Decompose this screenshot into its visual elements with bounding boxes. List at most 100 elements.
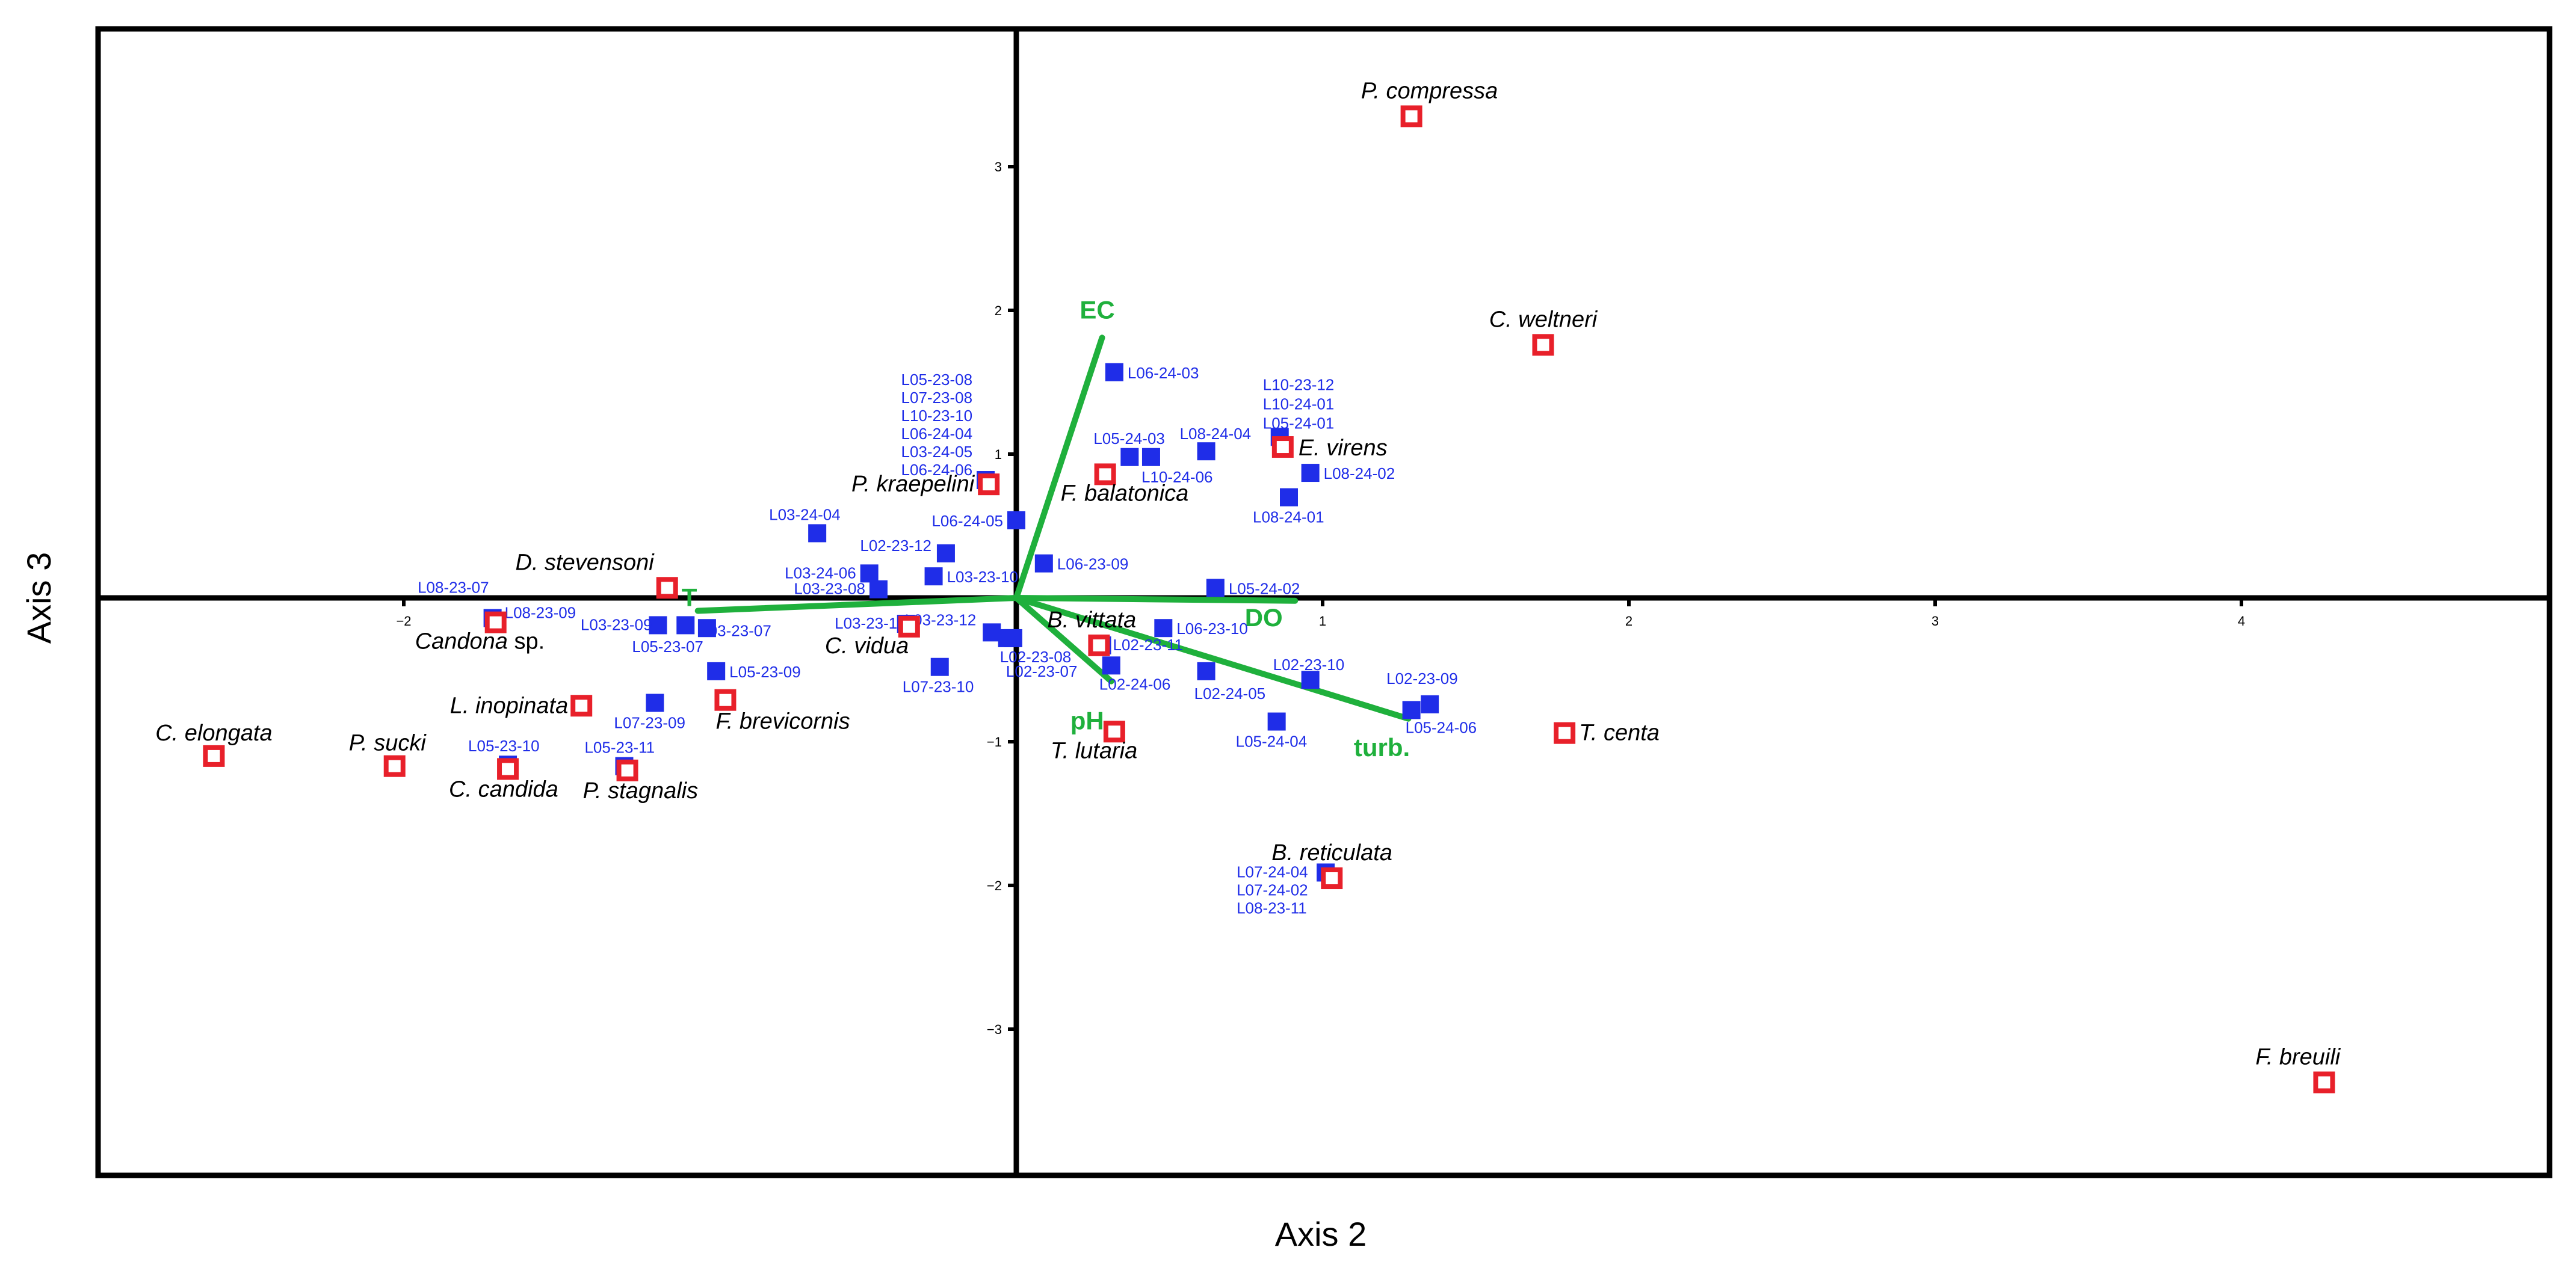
sample-marker [924, 567, 943, 586]
sample-marker [1034, 554, 1053, 573]
species-marker [570, 695, 593, 717]
sample-marker [1267, 712, 1286, 731]
sample-label: L07-24-04 [1237, 863, 1308, 881]
sample-label: L05-23-07 [632, 638, 703, 656]
sample-label: L07-23-09 [614, 713, 685, 731]
x-tick-label: 1 [1319, 614, 1326, 629]
sample-marker [1280, 488, 1299, 506]
sample-label: L08-24-04 [1180, 425, 1252, 443]
species-label: P. compressa [1361, 78, 1498, 103]
sample-label: L02-23-08 [1000, 648, 1072, 666]
species-marker [978, 473, 1000, 496]
sample-marker [983, 623, 1001, 642]
sample-marker [869, 580, 888, 599]
y-tick-label: 3 [995, 159, 1002, 174]
sample-label: L08-24-02 [1324, 464, 1395, 482]
x-tick-label: 3 [1932, 614, 1939, 629]
species-marker [1400, 105, 1422, 128]
sample-marker [1141, 448, 1160, 466]
sample-label: L05-23-11 [584, 739, 655, 757]
sample-label: L03-23-10 [947, 568, 1019, 586]
sample-label: L05-23-10 [468, 737, 540, 755]
sample-label: L03-23-11 [835, 614, 905, 632]
y-tick-label: 2 [995, 303, 1002, 318]
species-marker [2313, 1071, 2335, 1094]
species-label: L. inopinata [450, 693, 569, 718]
sample-label: L08-23-09 [505, 603, 576, 621]
sample-marker [1402, 701, 1421, 719]
sample-marker [1105, 363, 1123, 381]
sample-label: L06-24-03 [1128, 364, 1199, 382]
species-marker [898, 615, 920, 638]
species-label: E. virens [1299, 435, 1388, 461]
species-points: P. compressa C. weltneri E. virens F. balat… [155, 78, 2341, 1094]
sample-label: L02-23-11 [1113, 636, 1184, 654]
species-label: F. balatonica [1061, 481, 1189, 506]
x-axis-title: Axis 2 [1275, 1215, 1367, 1253]
sample-label: L05-23-08 [901, 371, 973, 389]
sample-label: L07-23-08 [901, 389, 973, 407]
sample-label: L05-23-09 [729, 663, 801, 681]
sample-marker [1007, 511, 1025, 529]
species-label: C. elongata [155, 721, 272, 746]
env-vector-line [1013, 595, 1412, 722]
sample-label: L07-23-10 [903, 678, 974, 696]
species-marker [383, 755, 406, 777]
sample-label: L08-23-07 [418, 578, 489, 596]
env-vector-line [1013, 334, 1105, 601]
species-marker [656, 577, 678, 599]
species-marker [1094, 463, 1116, 485]
sample-marker [1197, 442, 1215, 461]
y-tick-label: −1 [987, 734, 1002, 749]
sample-marker [1301, 464, 1320, 482]
species-label: Candona sp. [415, 629, 545, 654]
species-label: T. centa [1579, 721, 1660, 746]
sample-label: L02-23-10 [1273, 656, 1345, 674]
sample-label: L05-24-04 [1236, 733, 1308, 751]
species-label: B. reticulata [1271, 840, 1392, 866]
sample-marker [1421, 695, 1439, 713]
env-vector-label: DO [1245, 603, 1283, 632]
sample-label: L05-24-02 [1229, 579, 1300, 597]
species-label: C. vidua [825, 633, 909, 659]
species-marker [497, 758, 519, 780]
sample-label: L06-23-09 [1057, 555, 1129, 573]
env-vector-label: turb. [1354, 733, 1410, 762]
sample-label: L07-24-02 [1237, 881, 1308, 899]
env-vector-line [1013, 595, 1114, 685]
species-label: C. weltneri [1489, 307, 1598, 332]
sample-label: L02-24-06 [1099, 675, 1171, 693]
sample-label: L10-24-01 [1263, 395, 1335, 413]
sample-marker [1102, 656, 1120, 675]
y-tick-label: 1 [995, 447, 1002, 462]
species-label: P. kraepelini [851, 472, 975, 497]
species-marker [714, 689, 737, 711]
x-tick-label: 2 [1625, 614, 1632, 629]
species-label: F. breuili [2255, 1044, 2341, 1069]
sample-label: L05-24-06 [1406, 718, 1477, 736]
species-marker [484, 611, 507, 633]
species-marker [1088, 634, 1110, 656]
sample-label: L06-24-04 [901, 425, 973, 443]
plot-frame [95, 26, 2553, 1178]
sample-marker [860, 564, 879, 583]
env-vector-label: pH [1070, 707, 1104, 735]
sample-label: L10-23-10 [901, 407, 973, 425]
sample-marker [646, 694, 664, 712]
y-axis-ticks: 3 2 1 −1 −2 −3 [987, 159, 1016, 1037]
sample-label: L02-24-05 [1194, 685, 1266, 703]
sample-label: L06-24-05 [931, 512, 1003, 530]
sample-marker [1120, 448, 1139, 466]
sample-label: L05-24-01 [1263, 414, 1335, 432]
species-marker [1103, 721, 1125, 743]
sample-label: L06-23-10 [1176, 620, 1248, 638]
sample-marker [707, 662, 726, 680]
species-marker [1554, 722, 1576, 744]
species-marker [203, 745, 225, 767]
sample-marker [1301, 671, 1320, 689]
env-vector-label: EC [1080, 295, 1114, 324]
y-tick-label: −3 [987, 1022, 1002, 1037]
sample-marker [676, 616, 695, 635]
sample-marker [1197, 662, 1215, 680]
